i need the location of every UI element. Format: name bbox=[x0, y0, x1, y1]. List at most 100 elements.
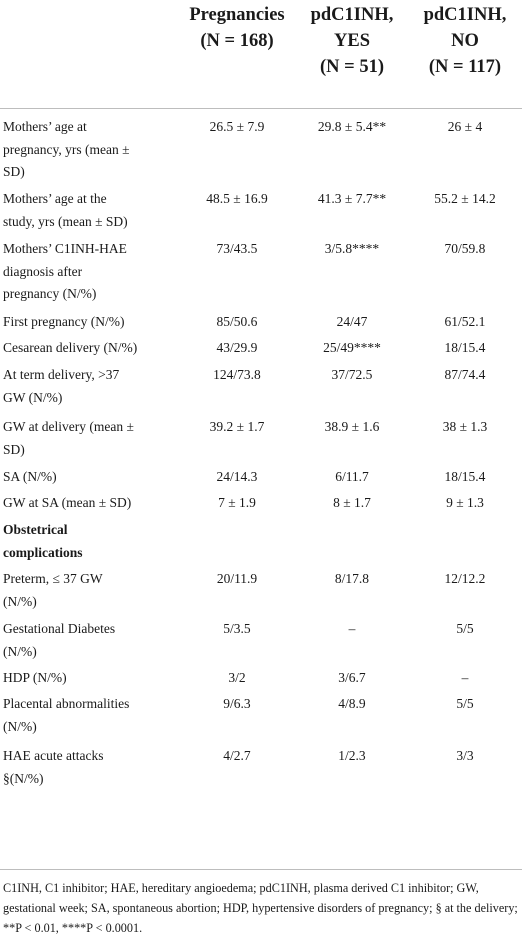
row-label-line: (N/%) bbox=[3, 718, 37, 734]
row-label-line: GW (N/%) bbox=[3, 389, 63, 405]
cell-pdc1inh-yes: – bbox=[348, 621, 356, 636]
cell-pdc1inh-no: 61/52.1 bbox=[444, 314, 486, 329]
cell-pregnancies: 9/6.3 bbox=[223, 696, 251, 711]
cell-pregnancies: 7 ± 1.9 bbox=[218, 495, 256, 510]
row-label-line: pregnancy, yrs (mean ± bbox=[3, 141, 130, 157]
row-label-line: (N/%) bbox=[3, 593, 37, 609]
cell-pdc1inh-no: 55.2 ± 14.2 bbox=[434, 191, 496, 206]
row-label: Cesarean delivery (N/%) bbox=[3, 337, 175, 360]
cell-pdc1inh-no: 38 ± 1.3 bbox=[442, 419, 488, 434]
row-label-line: SD) bbox=[3, 441, 25, 457]
row-label: Obstetrical complications bbox=[3, 519, 175, 564]
row-label-line: First pregnancy (N/%) bbox=[3, 314, 125, 329]
header-line: (N = 168) bbox=[200, 31, 274, 51]
cell-pdc1inh-yes: 38.9 ± 1.6 bbox=[324, 419, 380, 434]
row-label-line: GW at SA (mean ± SD) bbox=[3, 495, 132, 510]
cell-pregnancies: 48.5 ± 16.9 bbox=[206, 191, 268, 206]
row-label-line: HAE acute attacks bbox=[3, 748, 104, 763]
cell-pdc1inh-no: 9 ± 1.3 bbox=[446, 495, 484, 510]
cell-pdc1inh-no: 3/3 bbox=[456, 748, 474, 763]
cell-pdc1inh-no: 18/15.4 bbox=[444, 469, 486, 484]
row-label-line: study, yrs (mean ± SD) bbox=[3, 213, 128, 229]
row-label-line: Gestational Diabetes bbox=[3, 621, 116, 636]
cell-pdc1inh-yes: 24/47 bbox=[336, 314, 368, 329]
row-label: Gestational Diabetes (N/%) bbox=[3, 618, 175, 663]
table-row: GW at SA (mean ± SD) 7 ± 1.9 8 ± 1.7 9 ± 1.… bbox=[0, 492, 522, 518]
cell-pregnancies: 73/43.5 bbox=[216, 241, 258, 256]
row-label: At term delivery, >37 GW (N/%) bbox=[3, 364, 175, 409]
table-row: HAE acute attacks §(N/%) 4/2.7 1/2.3 3/3 bbox=[0, 745, 522, 793]
table-row: Gestational Diabetes (N/%) 5/3.5 – 5/5 bbox=[0, 618, 522, 666]
cell-pregnancies: 43/29.9 bbox=[216, 340, 258, 355]
cell-pregnancies: 3/2 bbox=[228, 670, 246, 685]
cell-pdc1inh-no: 18/15.4 bbox=[444, 340, 486, 355]
row-label-line: pregnancy (N/%) bbox=[3, 286, 97, 301]
row-label-line: diagnosis after bbox=[3, 263, 83, 279]
table-row: Mothers’ age at pregnancy, yrs (mean ± SD)… bbox=[0, 116, 522, 188]
header-pdc1inh-no: pdC1INH, NO (N = 117) bbox=[408, 2, 522, 80]
row-label-line: At term delivery, >37 bbox=[3, 367, 120, 382]
cell-pdc1inh-no: 12/12.2 bbox=[444, 571, 486, 586]
cell-pdc1inh-yes: 8 ± 1.7 bbox=[333, 495, 371, 510]
header-line: NO bbox=[451, 31, 479, 51]
row-label-line: §(N/%) bbox=[3, 770, 44, 786]
row-label-line: Preterm, ≤ 37 GW bbox=[3, 571, 103, 586]
cell-pregnancies: 85/50.6 bbox=[216, 314, 258, 329]
row-label: Placental abnormalities (N/%) bbox=[3, 693, 175, 738]
table-header: Pregnancies (N = 168) pdC1INH, YES (N = … bbox=[0, 0, 522, 109]
row-label: GW at delivery (mean ± SD) bbox=[3, 416, 175, 461]
row-label-line: SD) bbox=[3, 164, 25, 179]
row-label: SA (N/%) bbox=[3, 466, 175, 489]
cell-pregnancies: 26.5 ± 7.9 bbox=[209, 119, 265, 134]
cell-pdc1inh-no: – bbox=[461, 670, 469, 685]
row-label-line: Mothers’ C1INH-HAE bbox=[3, 241, 127, 256]
cell-pdc1inh-no: 87/74.4 bbox=[444, 367, 486, 382]
cell-pdc1inh-yes: 6/11.7 bbox=[335, 469, 369, 484]
cell-pregnancies: 20/11.9 bbox=[216, 571, 258, 586]
header-line: pdC1INH, bbox=[310, 5, 394, 25]
cell-pregnancies: 4/2.7 bbox=[223, 748, 251, 763]
cell-pdc1inh-yes: 4/8.9 bbox=[338, 696, 366, 711]
cell-pregnancies: 24/14.3 bbox=[216, 469, 258, 484]
table-row: Mothers’ age at the study, yrs (mean ± SD… bbox=[0, 188, 522, 236]
header-line: Pregnancies bbox=[189, 5, 285, 25]
cell-pdc1inh-yes: 37/72.5 bbox=[331, 367, 373, 382]
cell-pdc1inh-yes: 3/5.8**** bbox=[324, 241, 380, 256]
row-label-line: (N/%) bbox=[3, 643, 37, 659]
header-line: pdC1INH, bbox=[423, 5, 507, 25]
header-pregnancies: Pregnancies (N = 168) bbox=[178, 2, 296, 54]
table-row: Preterm, ≤ 37 GW (N/%) 20/11.9 8/17.8 12/12.… bbox=[0, 568, 522, 616]
row-label: GW at SA (mean ± SD) bbox=[3, 492, 175, 515]
header-line: YES bbox=[334, 31, 370, 51]
cell-pdc1inh-no: 26 ± 4 bbox=[447, 119, 483, 134]
table-row: Obstetrical complications bbox=[0, 519, 522, 567]
cell-pdc1inh-yes: 3/6.7 bbox=[338, 670, 366, 685]
table-bottom-rule bbox=[0, 869, 522, 870]
table-row: Cesarean delivery (N/%) 43/29.9 25/49**** 1… bbox=[0, 337, 522, 363]
table-row: First pregnancy (N/%) 85/50.6 24/47 61/52.1 bbox=[0, 311, 522, 337]
row-label: HDP (N/%) bbox=[3, 667, 175, 690]
cell-pregnancies: 124/73.8 bbox=[213, 367, 261, 382]
row-label-line: Obstetrical bbox=[3, 522, 68, 537]
row-label-line: SA (N/%) bbox=[3, 469, 57, 484]
row-label: Mothers’ age at pregnancy, yrs (mean ± SD) bbox=[3, 116, 175, 184]
header-line: (N = 51) bbox=[320, 57, 384, 77]
table-row: Placental abnormalities (N/%) 9/6.3 4/8.9 5/… bbox=[0, 693, 522, 741]
row-label: Preterm, ≤ 37 GW (N/%) bbox=[3, 568, 175, 613]
header-line: (N = 117) bbox=[428, 57, 502, 77]
cell-pdc1inh-no: 70/59.8 bbox=[444, 241, 486, 256]
row-label-line: Mothers’ age at the bbox=[3, 191, 107, 206]
table-row: HDP (N/%) 3/2 3/6.7 – bbox=[0, 667, 522, 693]
row-label-line: Mothers’ age at bbox=[3, 119, 87, 134]
cell-pdc1inh-yes: 8/17.8 bbox=[334, 571, 370, 586]
header-pdc1inh-yes: pdC1INH, YES (N = 51) bbox=[296, 2, 408, 80]
row-label: HAE acute attacks §(N/%) bbox=[3, 745, 175, 790]
cell-pdc1inh-yes: 1/2.3 bbox=[338, 748, 366, 763]
cell-pregnancies: 5/3.5 bbox=[223, 621, 251, 636]
table-row: GW at delivery (mean ± SD) 39.2 ± 1.7 38.9 … bbox=[0, 416, 522, 464]
row-label-line: Cesarean delivery (N/%) bbox=[3, 340, 138, 355]
cell-pdc1inh-yes: 29.8 ± 5.4** bbox=[317, 119, 387, 134]
table-row: At term delivery, >37 GW (N/%) 124/73.8 37/… bbox=[0, 364, 522, 414]
row-label: Mothers’ age at the study, yrs (mean ± SD… bbox=[3, 188, 175, 233]
cell-pregnancies: 39.2 ± 1.7 bbox=[209, 419, 265, 434]
